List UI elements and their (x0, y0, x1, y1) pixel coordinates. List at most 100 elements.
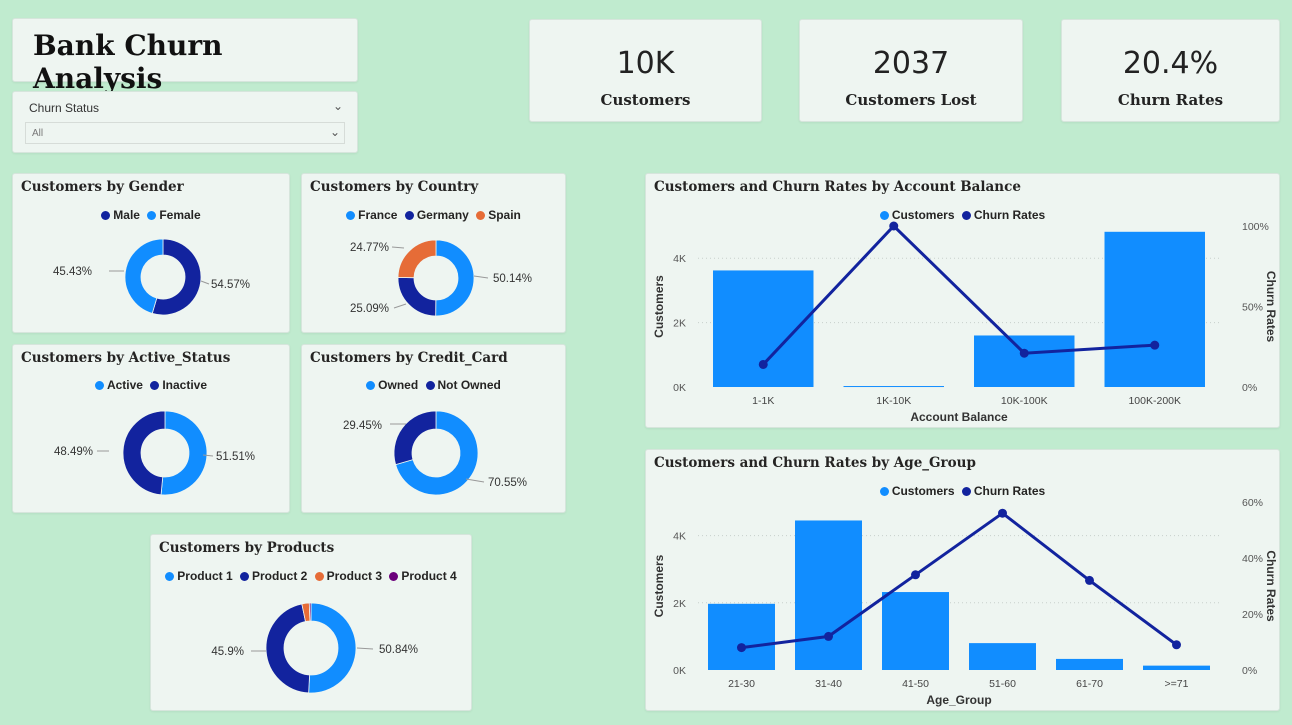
chevron-down-icon[interactable]: ⌄ (329, 125, 340, 139)
legend-item-product-4[interactable]: Product 4 (389, 569, 457, 583)
country-chart-card: Customers by Country France Germany Spai… (301, 173, 566, 333)
data-label: 48.49% (54, 446, 93, 458)
y2-tick-label: 60% (1242, 497, 1263, 509)
churn-rate-point[interactable] (998, 508, 1007, 518)
chart-legend[interactable]: Active Inactive (13, 378, 289, 392)
chart-legend[interactable]: Owned Not Owned (302, 378, 565, 392)
churn-rate-point[interactable] (1150, 340, 1160, 350)
bar-61-70[interactable] (1056, 658, 1123, 670)
churn-rate-point[interactable] (911, 570, 920, 580)
active-status-donut[interactable]: 51.51% 48.49% (13, 345, 291, 514)
legend-dot-icon (101, 211, 111, 220)
data-label: 29.45% (343, 420, 382, 432)
legend-item-churn-rates[interactable]: Churn Rates (961, 484, 1045, 498)
legend-item-product-3[interactable]: Product 3 (314, 569, 383, 583)
churn-rate-point[interactable] (758, 359, 768, 369)
age-combo-chart[interactable]: 0K 2K 4K 0% 20% 40% 60% 21-30 31-40 41-50 51-60 61-… (646, 450, 1281, 712)
legend-dot-icon (239, 572, 249, 581)
legend-label: Not Owned (437, 378, 501, 392)
legend-item-owned[interactable]: Owned (366, 378, 418, 392)
donut-slice-product-2[interactable] (265, 603, 310, 694)
bar-100K-200K[interactable] (1104, 231, 1205, 387)
legend-item-product-1[interactable]: Product 1 (165, 569, 233, 583)
churn-rate-point[interactable] (824, 631, 833, 641)
legend-item-product-2[interactable]: Product 2 (239, 569, 308, 583)
balance-combo-chart[interactable]: 0K 2K 4K 0% 50% 100% 1-1K 1K-10K 10K-100K 100K-20… (646, 174, 1281, 429)
legend-item-customers[interactable]: Customers (879, 484, 955, 498)
donut-slice-spain[interactable] (397, 239, 437, 279)
legend-item-germany[interactable]: Germany (404, 208, 469, 222)
legend-label: Product 1 (177, 569, 233, 583)
churn-rate-point[interactable] (737, 643, 746, 653)
legend-dot-icon (147, 211, 157, 220)
chevron-down-icon[interactable]: ⌄ (332, 99, 343, 113)
legend-dot-icon (346, 211, 356, 220)
legend-item-spain[interactable]: Spain (476, 208, 521, 222)
chart-legend[interactable]: Customers Churn Rates (646, 208, 1279, 222)
donut-slice-germany[interactable] (397, 277, 437, 317)
kpi-label: Customers (600, 91, 691, 109)
churn-rate-point[interactable] (1085, 575, 1094, 585)
churn-rate-line[interactable] (762, 223, 1155, 366)
data-label: 25.09% (350, 303, 389, 315)
churn-rate-point[interactable] (1172, 640, 1181, 650)
bar->=71[interactable] (1143, 665, 1210, 670)
gender-chart-card: Customers by Gender Male Female 54.57% 4… (12, 173, 290, 333)
y-tick-label: 0K (673, 382, 686, 394)
legend-item-inactive[interactable]: Inactive (150, 378, 207, 392)
donut-slice-product-4[interactable] (308, 602, 312, 622)
y-tick-label: 0K (673, 665, 686, 677)
donut-slice-male[interactable] (151, 238, 202, 316)
legend-label: Female (159, 208, 201, 222)
bar-31-40[interactable] (795, 520, 862, 670)
donut-slice-female[interactable] (124, 238, 164, 314)
chart-legend[interactable]: Product 1 Product 2 Product 3 Product 4 (151, 569, 471, 583)
donut-slice-inactive[interactable] (122, 410, 166, 496)
donut-slice-active[interactable] (160, 410, 208, 496)
x-tick-label: 61-70 (1076, 678, 1103, 690)
slicer-dropdown[interactable]: All ⌄ (25, 122, 345, 144)
legend-dot-icon (314, 572, 324, 581)
x-tick-label: 31-40 (815, 678, 842, 690)
bar-1K-10K[interactable] (843, 386, 944, 388)
gender-donut[interactable]: 54.57% 45.43% (13, 174, 291, 334)
donut-slice-owned[interactable] (395, 410, 479, 496)
legend-item-male[interactable]: Male (101, 208, 140, 222)
bar-10K-100K[interactable] (974, 335, 1075, 387)
kpi-customers: 10K Customers (529, 19, 762, 122)
chart-legend[interactable]: Male Female (13, 208, 289, 222)
y-tick-label: 4K (673, 253, 686, 265)
churn-rate-line[interactable] (741, 511, 1178, 650)
legend-label: Product 2 (251, 569, 308, 583)
legend-item-not-owned[interactable]: Not Owned (425, 378, 501, 392)
legend-dot-icon (389, 572, 399, 581)
products-donut[interactable]: 50.84% 45.9% (151, 535, 473, 712)
chart-legend[interactable]: Customers Churn Rates (646, 484, 1279, 498)
bar-51-60[interactable] (969, 643, 1036, 670)
donut-slice-france[interactable] (435, 239, 475, 317)
legend-item-churn-rates[interactable]: Churn Rates (961, 208, 1045, 222)
churn-rate-point[interactable] (1019, 348, 1029, 358)
chart-title: Customers by Products (159, 540, 335, 556)
y-axis-title: Customers (652, 554, 666, 617)
credit-card-donut[interactable]: 70.55% 29.45% (302, 345, 567, 514)
donut-slice-not-owned[interactable] (393, 410, 437, 466)
legend-label: Customers (891, 208, 955, 222)
chart-legend[interactable]: France Germany Spain (302, 208, 565, 222)
legend-item-female[interactable]: Female (147, 208, 201, 222)
y-tick-label: 2K (673, 318, 686, 330)
bar-41-50[interactable] (882, 592, 949, 670)
legend-label: Product 3 (326, 569, 383, 583)
legend-item-customers[interactable]: Customers (879, 208, 955, 222)
x-tick-label: 51-60 (989, 678, 1016, 690)
country-donut[interactable]: 50.14% 25.09% 24.77% (302, 174, 567, 334)
y2-tick-label: 100% (1242, 221, 1269, 233)
legend-item-france[interactable]: France (346, 208, 397, 222)
churn-rate-point[interactable] (889, 221, 899, 231)
bar-21-30[interactable] (708, 603, 775, 670)
churn-status-slicer[interactable]: Churn Status ⌄ All ⌄ (12, 91, 358, 153)
donut-slice-product-1[interactable] (308, 602, 357, 694)
chart-title: Customers by Gender (21, 179, 184, 195)
legend-item-active[interactable]: Active (94, 378, 143, 392)
chart-title: Customers and Churn Rates by Account Bal… (654, 179, 1021, 195)
